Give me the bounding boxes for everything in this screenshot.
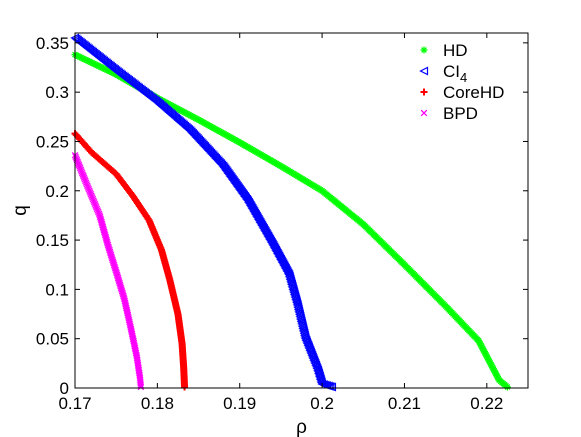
y-tick-label: 0.05 xyxy=(36,330,69,349)
x-tick-label: 0.22 xyxy=(470,394,503,413)
y-tick-label: 0.15 xyxy=(36,231,69,250)
data-point xyxy=(85,185,92,193)
data-point xyxy=(92,202,99,209)
legend-label: BPD xyxy=(443,104,478,123)
data-point xyxy=(503,383,511,391)
data-point xyxy=(327,382,337,392)
data-point xyxy=(84,182,91,190)
legend-item-ci: CI4 xyxy=(419,62,467,85)
y-axis-label: q xyxy=(10,205,31,216)
data-point xyxy=(90,199,98,206)
legend-item-corehd: CoreHD xyxy=(420,83,504,102)
data-point xyxy=(181,383,189,391)
data-point xyxy=(88,194,96,201)
legend-marker xyxy=(419,66,429,76)
series-corehd xyxy=(71,130,189,391)
legend-marker xyxy=(420,88,428,96)
series-layer xyxy=(70,33,511,392)
legend-label: CI4 xyxy=(443,62,467,85)
data-point xyxy=(94,207,101,214)
data-point xyxy=(86,189,94,196)
series-bpd xyxy=(71,152,145,391)
data-point xyxy=(91,200,99,208)
data-point xyxy=(93,203,100,211)
legend-label: CoreHD xyxy=(443,83,504,102)
data-point xyxy=(84,184,92,191)
legend-marker xyxy=(420,46,428,54)
y-tick-label: 0.3 xyxy=(45,83,69,102)
data-point xyxy=(137,381,144,389)
x-axis-label: ρ xyxy=(296,417,307,437)
axes: 0.17 0.18 0.19 0.2 0.21 0.22 0 0.05 0.1 0.15 0.2 0.… xyxy=(36,32,529,413)
x-tick-label: 0.17 xyxy=(58,394,91,413)
x-tick-label: 0.21 xyxy=(388,394,421,413)
y-tick-label: 0.35 xyxy=(36,34,69,53)
legend-item-hd: HD xyxy=(420,41,468,60)
data-point xyxy=(87,190,95,198)
data-point xyxy=(137,383,145,391)
legend-item-bpd: BPD xyxy=(420,104,478,123)
legend-label: HD xyxy=(443,41,468,60)
y-tick-label: 0 xyxy=(60,379,69,398)
x-tick-label: 0.2 xyxy=(310,394,334,413)
x-tick-label: 0.18 xyxy=(141,394,174,413)
legend-label-subscript: 4 xyxy=(460,70,467,85)
y-tick-label: 0.1 xyxy=(45,280,69,299)
legend-marker xyxy=(420,109,428,117)
data-point xyxy=(89,195,97,203)
y-tick-label: 0.25 xyxy=(36,132,69,151)
series-hd xyxy=(71,51,511,391)
data-point xyxy=(90,197,97,204)
plot-frame xyxy=(74,32,529,389)
data-point xyxy=(86,187,93,195)
data-point xyxy=(88,192,95,199)
x-tick-label: 0.19 xyxy=(223,394,256,413)
data-point xyxy=(95,208,102,216)
y-tick-label: 0.2 xyxy=(45,182,69,201)
series-ci xyxy=(70,33,337,392)
data-point xyxy=(93,205,101,213)
